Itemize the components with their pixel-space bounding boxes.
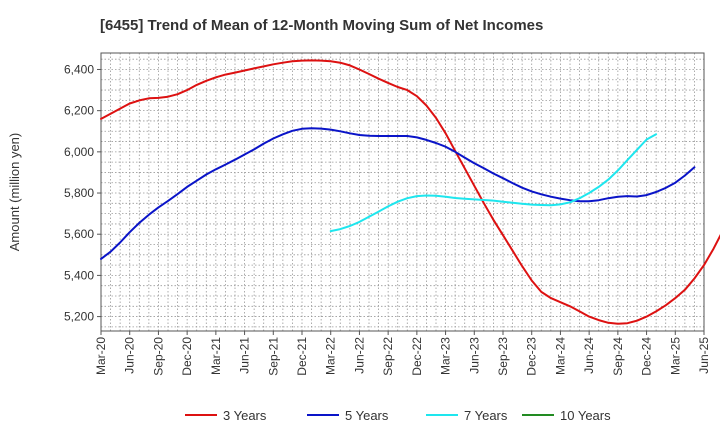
x-tick-label: Sep-22 bbox=[381, 337, 395, 376]
y-tick-label: 6,000 bbox=[64, 145, 94, 159]
x-tick-label: Mar-25 bbox=[668, 337, 682, 375]
x-tick-label: Mar-21 bbox=[209, 337, 223, 375]
plot-background bbox=[101, 53, 704, 331]
x-tick-label: Sep-23 bbox=[496, 337, 510, 376]
chart-title: [6455] Trend of Mean of 12-Month Moving … bbox=[100, 17, 543, 34]
legend-item-label: 5 Years bbox=[345, 408, 389, 423]
x-tick-label: Dec-21 bbox=[295, 337, 309, 376]
plot-area: 5,200 5,400 5,600 5,800 6,000 6,200 6,400 Mar-2… bbox=[64, 52, 720, 376]
series-line-7-years bbox=[329, 133, 658, 233]
legend-item-label: 10 Years bbox=[560, 408, 611, 423]
x-tick-label: Sep-24 bbox=[611, 337, 625, 376]
x-tick-label: Jun-24 bbox=[582, 337, 596, 374]
x-tick-label: Mar-22 bbox=[324, 337, 338, 375]
y-tick-label: 5,800 bbox=[64, 186, 94, 200]
y-tick-label: 6,400 bbox=[64, 62, 94, 76]
x-tick-label: Sep-20 bbox=[151, 337, 165, 376]
x-tick-label: Jun-25 bbox=[697, 337, 711, 374]
y-axis-label: Amount (million yen) bbox=[7, 133, 22, 252]
x-tick-label: Sep-21 bbox=[266, 337, 280, 376]
legend-item-label: 7 Years bbox=[464, 408, 508, 423]
plot-frame bbox=[100, 52, 705, 332]
legend: 3 Years 5 Years 7 Years 10 Years bbox=[185, 408, 611, 423]
x-tick-label: Mar-20 bbox=[94, 337, 108, 375]
series-line-5-years bbox=[100, 127, 696, 260]
x-tick-label: Dec-23 bbox=[525, 337, 539, 376]
x-tick-label: Dec-24 bbox=[640, 337, 654, 376]
x-tick-label: Dec-20 bbox=[180, 337, 194, 376]
x-tick-label: Jun-20 bbox=[123, 337, 137, 374]
series-line-3-years bbox=[100, 59, 720, 325]
y-tick-label: 5,600 bbox=[64, 227, 94, 241]
legend-item-label: 3 Years bbox=[223, 408, 267, 423]
y-tick-label: 5,400 bbox=[64, 268, 94, 282]
x-tick-label: Jun-22 bbox=[352, 337, 366, 374]
y-tick-label: 6,200 bbox=[64, 104, 94, 118]
x-tick-label: Dec-22 bbox=[410, 337, 424, 376]
x-tick-label: Jun-23 bbox=[467, 337, 481, 374]
x-tick-label: Jun-21 bbox=[238, 337, 252, 374]
x-tick-label: Mar-23 bbox=[439, 337, 453, 375]
y-tick-label: 5,200 bbox=[64, 310, 94, 324]
x-tick-label: Mar-24 bbox=[553, 337, 567, 375]
